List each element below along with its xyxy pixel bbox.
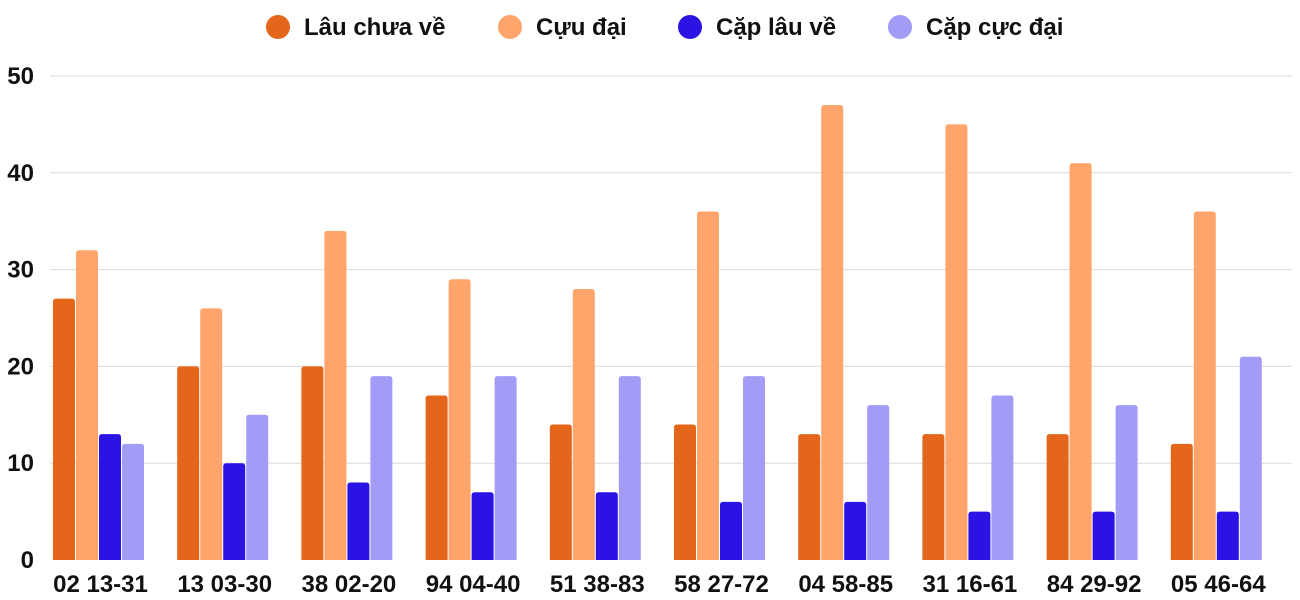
- legend-swatch: [888, 15, 912, 39]
- bar-2-3: [324, 230, 347, 560]
- bar-group-6: [674, 211, 765, 560]
- chart-legend: Lâu chưa về Cựu đại Cặp lâu về Cặp cực đại: [266, 14, 1063, 41]
- bar-3-7: [844, 501, 867, 560]
- bar-4-8: [991, 395, 1014, 560]
- bar-group-5: [549, 288, 641, 560]
- x-tick-label: 94 04-40: [426, 571, 521, 598]
- bar-group-10: [1170, 211, 1262, 560]
- bar-group-9: [1046, 163, 1138, 560]
- bar-1-7: [798, 434, 821, 560]
- bar-group-1: [53, 250, 144, 561]
- x-tick-label: 31 16-61: [923, 571, 1018, 598]
- bar-4-1: [122, 443, 144, 560]
- y-tick-label: 0: [21, 547, 34, 574]
- legend-label: Lâu chưa về: [304, 14, 445, 41]
- x-tick-label: 05 46-64: [1171, 571, 1266, 598]
- bar-1-8: [922, 434, 945, 560]
- bar-4-4: [494, 376, 517, 560]
- bar-3-5: [595, 492, 618, 560]
- bar-4-5: [618, 376, 641, 560]
- bar-1-5: [549, 424, 572, 560]
- x-tick-label: 13 03-30: [177, 571, 272, 598]
- bar-2-6: [697, 211, 719, 560]
- x-tick-label: 02 13-31: [53, 571, 148, 598]
- bar-3-3: [347, 482, 370, 560]
- bar-3-9: [1092, 511, 1115, 560]
- bar-group-8: [922, 124, 1014, 561]
- bar-1-1: [53, 298, 75, 560]
- x-tick-label: 84 29-92: [1047, 571, 1142, 598]
- x-tick-label: 38 02-20: [302, 571, 397, 598]
- bar-2-1: [76, 250, 98, 561]
- legend-label: Cựu đại: [536, 14, 627, 41]
- bar-4-10: [1239, 356, 1262, 560]
- x-tick-label: 04 58-85: [798, 571, 893, 598]
- y-tick-label: 20: [7, 353, 34, 380]
- bar-2-7: [821, 105, 844, 560]
- bar-3-6: [720, 501, 742, 560]
- bar-4-3: [370, 376, 393, 560]
- bar-3-8: [968, 511, 991, 560]
- bar-1-3: [301, 366, 324, 560]
- bar-group-3: [301, 230, 393, 560]
- bar-2-4: [448, 279, 471, 560]
- bar-4-2: [246, 414, 269, 560]
- legend-item-4[interactable]: Cặp cực đại: [888, 14, 1063, 41]
- bar-3-10: [1216, 511, 1239, 560]
- legend-label: Cặp cực đại: [926, 14, 1063, 41]
- x-axis: 02 13-31 13 03-30 38 02-20 94 04-40 51 38-83…: [53, 571, 1266, 598]
- legend-label: Cặp lâu về: [716, 14, 836, 41]
- bar-1-2: [177, 366, 200, 560]
- bar-2-5: [572, 288, 595, 560]
- legend-swatch: [498, 15, 522, 39]
- legend-item-3[interactable]: Cặp lâu về: [678, 14, 836, 41]
- y-tick-label: 10: [7, 450, 34, 477]
- bars: [53, 105, 1262, 561]
- bar-3-4: [471, 492, 494, 560]
- y-axis: 0 10 20 30 40 50: [7, 63, 34, 574]
- bar-1-9: [1046, 434, 1069, 560]
- bar-4-6: [743, 376, 765, 560]
- legend-swatch: [678, 15, 702, 39]
- bar-2-9: [1069, 163, 1092, 560]
- gridlines: [50, 75, 1292, 464]
- legend-item-1[interactable]: Lâu chưa về: [266, 14, 445, 41]
- bar-3-2: [223, 463, 246, 560]
- bar-group-2: [177, 308, 269, 560]
- bar-3-1: [99, 434, 121, 560]
- bar-group-4: [425, 279, 517, 560]
- bar-4-9: [1115, 405, 1138, 560]
- bar-1-6: [674, 424, 696, 560]
- x-tick-label: 58 27-72: [674, 571, 769, 598]
- bar-2-8: [945, 124, 968, 561]
- bar-2-2: [200, 308, 223, 560]
- bar-group-7: [798, 105, 890, 560]
- bar-1-10: [1170, 443, 1193, 560]
- bar-4-7: [867, 405, 890, 560]
- legend-item-2[interactable]: Cựu đại: [498, 14, 627, 41]
- x-tick-label: 51 38-83: [550, 571, 645, 598]
- legend-swatch: [266, 15, 290, 39]
- y-tick-label: 30: [7, 257, 34, 284]
- bar-1-4: [425, 395, 448, 560]
- y-tick-label: 50: [7, 63, 34, 90]
- bar-2-10: [1193, 211, 1216, 560]
- y-tick-label: 40: [7, 160, 34, 187]
